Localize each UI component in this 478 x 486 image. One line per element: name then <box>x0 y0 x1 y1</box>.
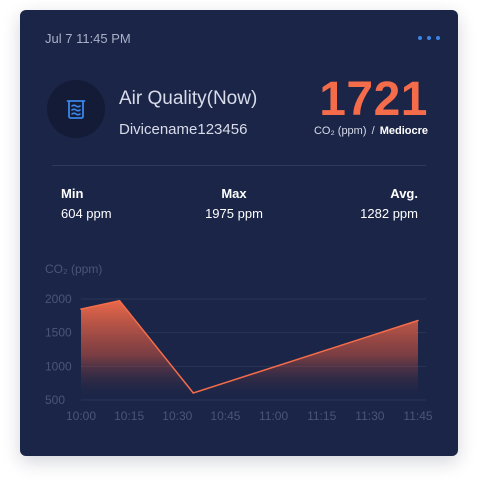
x-tick-label: 11:45 <box>403 409 432 423</box>
stat-max: Max 1975 ppm <box>202 186 266 221</box>
more-dot-3 <box>436 36 440 40</box>
x-tick-label: 10:15 <box>114 409 144 423</box>
x-tick-label: 10:30 <box>162 409 192 423</box>
reading-unit: CO₂ (ppm) <box>313 125 367 137</box>
stat-min-label: Min <box>61 186 84 201</box>
stat-max-label: Max <box>221 186 247 201</box>
timestamp: Jul 7 11:45 PM <box>45 31 131 46</box>
co2-reading-value: 1721 <box>319 73 428 126</box>
y-tick-label: 1000 <box>45 359 72 373</box>
x-tick-label: 11:15 <box>307 409 336 423</box>
device-title: Air Quality(Now) <box>119 88 258 109</box>
air-filter-icon <box>47 80 105 138</box>
quality-label: Mediocre <box>379 125 428 137</box>
x-tick-label: 10:45 <box>210 409 240 423</box>
y-tick-label: 1500 <box>45 326 72 340</box>
co2-history-chart: CO₂ (ppm) 2000 1500 1000 500 10:00 10:15 10:3… <box>45 262 433 423</box>
data-point <box>118 299 121 302</box>
stat-max-value: 1975 ppm <box>205 206 263 221</box>
y-tick-label: 500 <box>45 393 65 407</box>
chart-ylabel: CO₂ (ppm) <box>45 262 102 276</box>
reading-separator: / <box>371 125 375 137</box>
stat-avg-label: Avg. <box>390 186 418 201</box>
more-dot-1 <box>418 36 422 40</box>
air-filter-glyph <box>66 100 86 119</box>
co2-area <box>81 300 418 400</box>
air-quality-card: Jul 7 11:45 PM Air Quality(Now) Divicena… <box>20 10 458 456</box>
data-point <box>192 392 195 394</box>
x-tick-label: 10:00 <box>66 409 96 423</box>
y-tick-label: 2000 <box>45 292 72 306</box>
data-point <box>80 308 82 310</box>
stat-avg: Avg. 1282 ppm <box>360 186 418 221</box>
co2-line <box>80 299 419 394</box>
more-dot-2 <box>427 36 431 40</box>
stat-min: Min 604 ppm <box>61 186 112 221</box>
divider <box>52 165 426 166</box>
device-name: Divicename123456 <box>119 121 248 138</box>
more-options-icon[interactable] <box>418 32 440 44</box>
x-tick-label: 11:30 <box>355 409 384 423</box>
stat-avg-value: 1282 ppm <box>360 206 418 221</box>
reading-unit-line: CO₂ (ppm) / Mediocre <box>314 125 428 137</box>
x-tick-label: 11:00 <box>259 409 288 423</box>
stat-min-value: 604 ppm <box>61 206 112 221</box>
data-point <box>417 319 419 322</box>
